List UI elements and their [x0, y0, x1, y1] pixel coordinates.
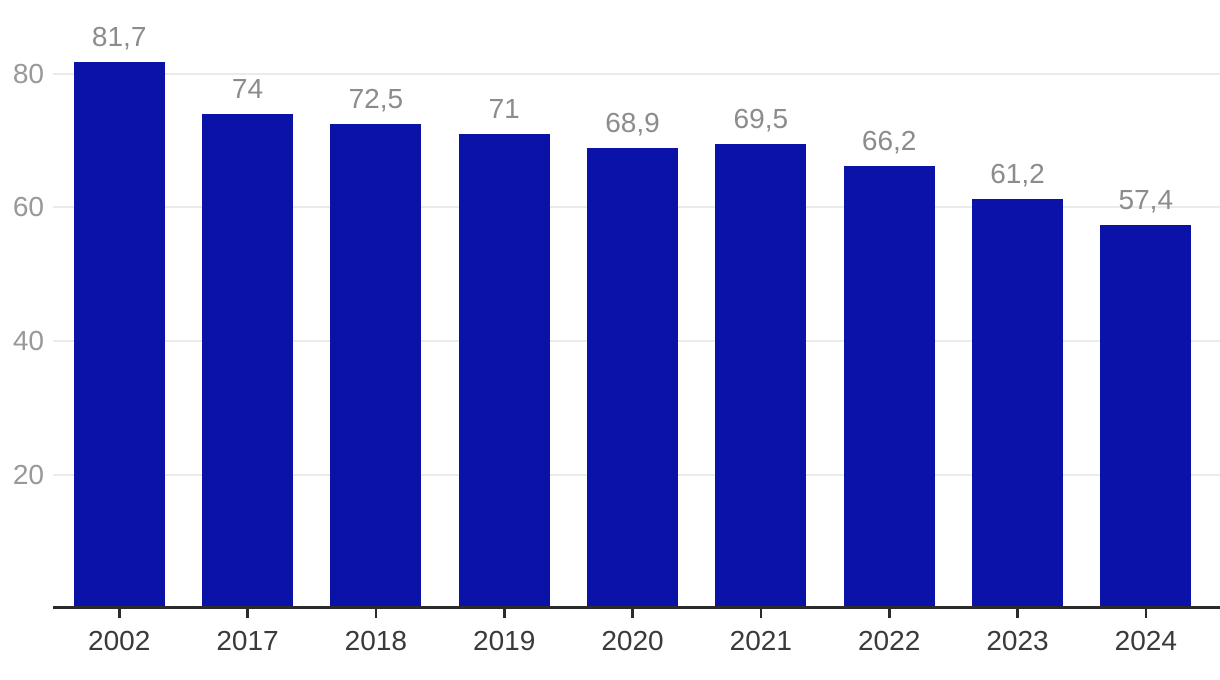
bar[interactable] [843, 165, 935, 609]
bar-group-2017: 74 2017 [183, 0, 311, 655]
y-tick-label: 60 [12, 191, 44, 223]
bar-group-2002: 81,7 2002 [55, 0, 183, 655]
x-tick-label: 2018 [344, 625, 407, 656]
bar-value-label: 71 [488, 92, 520, 124]
bar-group-2023: 61,2 2023 [953, 0, 1081, 655]
bar-value-label: 72,5 [348, 82, 404, 114]
bar-value-label: 81,7 [91, 21, 147, 53]
x-tick-label: 2020 [601, 625, 664, 656]
bar-value-label: 68,9 [605, 106, 660, 138]
y-tick-label: 40 [12, 325, 44, 357]
y-tick-label: 20 [12, 459, 44, 491]
bar-value-label: 57,4 [1118, 183, 1174, 215]
bar-group-2021: 69,5 2021 [697, 0, 825, 655]
x-axis-tick [503, 609, 506, 618]
bar-value-label: 61,2 [990, 158, 1045, 190]
bar[interactable] [1100, 224, 1192, 609]
x-axis-tick [1016, 609, 1019, 618]
bar[interactable] [330, 123, 422, 609]
x-tick-label: 2022 [857, 625, 921, 656]
bar[interactable] [586, 147, 678, 609]
gridline-80 [53, 72, 1220, 75]
bar-group-2018: 72,5 2018 [312, 0, 440, 655]
bar-value-label: 66,2 [861, 124, 917, 156]
x-axis-tick [888, 609, 891, 618]
x-tick-label: 2019 [473, 625, 536, 656]
y-axis-labels: 20 40 60 80 [0, 0, 44, 609]
x-tick-label: 2023 [986, 625, 1049, 656]
x-axis-line [53, 606, 1220, 609]
x-axis-tick [631, 609, 634, 618]
x-tick-label: 2024 [1114, 625, 1177, 656]
bar[interactable] [971, 199, 1063, 609]
bar-group-2019: 71 2019 [440, 0, 568, 655]
plot-area: 81,7 2002 74 2017 72,5 2018 71 2019 68,9 2020 69,5… [53, 0, 1220, 655]
bar[interactable] [458, 133, 550, 609]
y-tick-label: 80 [12, 57, 44, 89]
x-axis-tick [759, 609, 763, 618]
bar-value-label: 69,5 [733, 102, 789, 134]
bar[interactable] [73, 62, 165, 609]
bar[interactable] [201, 113, 293, 609]
x-tick-label: 2017 [216, 625, 279, 656]
x-axis-tick [1144, 609, 1148, 618]
x-tick-label: 2002 [88, 625, 151, 656]
x-axis-tick [118, 609, 121, 618]
x-tick-label: 2021 [729, 625, 792, 656]
bar[interactable] [715, 143, 807, 609]
bar-group-2020: 68,9 2020 [568, 0, 696, 655]
bar-value-label: 74 [231, 72, 264, 104]
bar-group-2024: 57,4 2024 [1082, 0, 1210, 655]
bars-container: 81,7 2002 74 2017 72,5 2018 71 2019 68,9 2020 69,5… [55, 0, 1210, 655]
x-axis-tick [374, 609, 378, 618]
x-axis-tick [246, 609, 249, 618]
bar-group-2022: 66,2 2022 [825, 0, 953, 655]
